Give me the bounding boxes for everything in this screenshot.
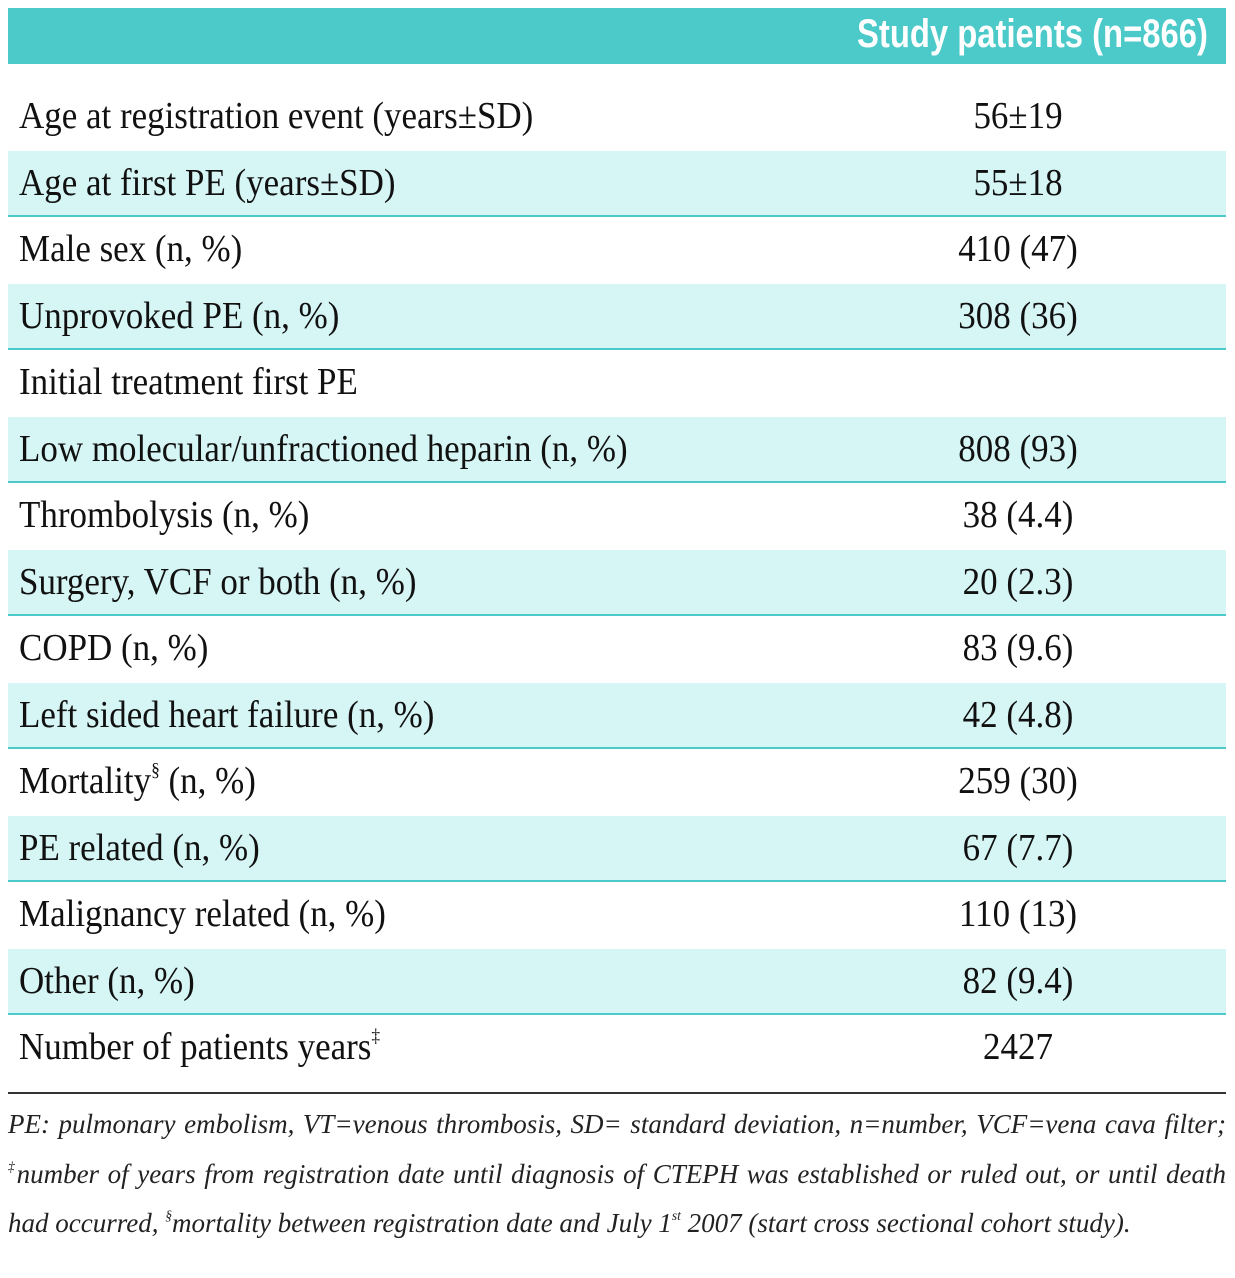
row-value: 38 (4.4) bbox=[962, 494, 1074, 536]
table-row: Age at registration event (years±SD) 56±1… bbox=[8, 84, 1226, 150]
table-header: Study patients (n=866) bbox=[8, 8, 1226, 64]
label-superscript: ‡ bbox=[371, 1025, 381, 1047]
row-value: 2427 bbox=[983, 1026, 1053, 1068]
row-value: 56±19 bbox=[973, 95, 1063, 137]
row-label: Number of patients years‡ bbox=[19, 1025, 380, 1069]
table-row: PE related (n, %) 67 (7.7) bbox=[8, 815, 1226, 882]
column-title: Study patients (n=866) bbox=[857, 12, 1208, 56]
row-label: Unprovoked PE (n, %) bbox=[19, 294, 339, 338]
row-label: Other (n, %) bbox=[19, 959, 195, 1003]
label-text: Mortality bbox=[19, 760, 152, 802]
row-label: Age at first PE (years±SD) bbox=[19, 161, 395, 205]
label-text: Low molecular/unfractioned heparin (n, %… bbox=[19, 427, 628, 470]
row-value: 259 (30) bbox=[958, 760, 1078, 802]
table-row: Surgery, VCF or both (n, %) 20 (2.3) bbox=[8, 549, 1226, 616]
footnote-superscript: ‡ bbox=[8, 1158, 17, 1174]
table-row: Thrombolysis (n, %) 38 (4.4) bbox=[8, 483, 1226, 549]
row-value: 55±18 bbox=[973, 161, 1063, 204]
row-label: Mortality§ (n, %) bbox=[19, 759, 256, 803]
label-text: Age at first PE (years±SD) bbox=[19, 161, 396, 204]
label-text: PE related (n, %) bbox=[19, 826, 260, 869]
table-row: Unprovoked PE (n, %) 308 (36) bbox=[8, 283, 1226, 350]
label-text: Left sided heart failure (n, %) bbox=[19, 693, 435, 736]
table-row: Age at first PE (years±SD) 55±18 bbox=[8, 150, 1226, 217]
row-label: COPD (n, %) bbox=[19, 626, 208, 670]
row-label: Left sided heart failure (n, %) bbox=[19, 693, 434, 737]
label-text: Surgery, VCF or both (n, %) bbox=[19, 560, 417, 603]
footnote-text: PE: pulmonary embolism, VT=venous thromb… bbox=[8, 1109, 1226, 1139]
row-value: 42 (4.8) bbox=[962, 693, 1074, 736]
row-label: Age at registration event (years±SD) bbox=[19, 94, 533, 138]
row-value: 82 (9.4) bbox=[962, 959, 1074, 1002]
label-text: Male sex (n, %) bbox=[19, 228, 243, 270]
row-value: 20 (2.3) bbox=[962, 560, 1074, 603]
label-text: Thrombolysis (n, %) bbox=[19, 494, 310, 536]
table-row: Low molecular/unfractioned heparin (n, %… bbox=[8, 416, 1226, 483]
row-value: 83 (9.6) bbox=[962, 627, 1074, 669]
row-value: 308 (36) bbox=[958, 294, 1078, 337]
row-value: 67 (7.7) bbox=[962, 826, 1074, 869]
label-text: Initial treatment first PE bbox=[19, 361, 358, 403]
label-text: Other (n, %) bbox=[19, 959, 195, 1002]
label-superscript: § bbox=[151, 759, 160, 781]
footnote-text: mortality between registration date and … bbox=[171, 1208, 672, 1239]
row-value: 410 (47) bbox=[958, 228, 1078, 270]
table-row: Malignancy related (n, %) 110 (13) bbox=[8, 882, 1226, 948]
footnote-superscript: st bbox=[671, 1208, 681, 1224]
footnote-superscript: § bbox=[165, 1208, 172, 1224]
label-text: (n, %) bbox=[159, 760, 256, 802]
row-value: 808 (93) bbox=[958, 427, 1078, 470]
row-label: Malignancy related (n, %) bbox=[19, 892, 386, 936]
label-text: Age at registration event (years±SD) bbox=[19, 95, 534, 137]
row-label: Initial treatment first PE bbox=[19, 360, 358, 404]
table-row: Number of patients years‡ 2427 bbox=[8, 1015, 1226, 1081]
table-row: Other (n, %) 82 (9.4) bbox=[8, 948, 1226, 1015]
row-label: PE related (n, %) bbox=[19, 826, 260, 870]
row-value: 110 (13) bbox=[958, 893, 1078, 935]
footnote-text: 2007 (start cross sectional cohort study… bbox=[680, 1208, 1131, 1239]
table-row: Initial treatment first PE bbox=[8, 350, 1226, 416]
label-text: Unprovoked PE (n, %) bbox=[19, 294, 340, 337]
table-row: Left sided heart failure (n, %) 42 (4.8) bbox=[8, 682, 1226, 749]
label-text: COPD (n, %) bbox=[19, 627, 209, 669]
table-row: COPD (n, %) 83 (9.6) bbox=[8, 616, 1226, 682]
footnote-rule bbox=[8, 1092, 1226, 1094]
label-text: Malignancy related (n, %) bbox=[19, 893, 386, 935]
row-label: Male sex (n, %) bbox=[19, 227, 242, 271]
footnote-text: number of years from registration date u… bbox=[8, 1158, 1227, 1239]
table-row: Mortality§ (n, %) 259 (30) bbox=[8, 749, 1226, 815]
label-text: Number of patients years bbox=[19, 1026, 372, 1068]
footnote: PE: pulmonary embolism, VT=venous thromb… bbox=[8, 1104, 1226, 1245]
row-label: Surgery, VCF or both (n, %) bbox=[19, 560, 417, 604]
row-label: Low molecular/unfractioned heparin (n, %… bbox=[19, 427, 628, 471]
table-row: Male sex (n, %) 410 (47) bbox=[8, 217, 1226, 283]
row-label: Thrombolysis (n, %) bbox=[19, 493, 309, 537]
